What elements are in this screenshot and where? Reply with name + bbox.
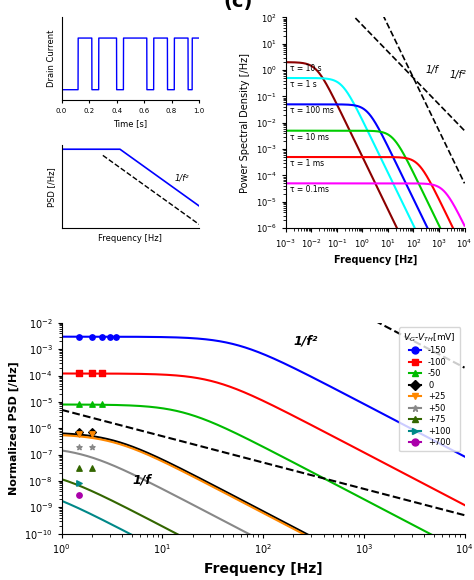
Text: τ = 10 s: τ = 10 s (291, 64, 322, 73)
X-axis label: Time [s]: Time [s] (113, 119, 147, 128)
Text: τ = 1 s: τ = 1 s (291, 80, 317, 89)
Point (88, 332, 96, 341)
Text: 1/f: 1/f (426, 64, 438, 75)
Point (88, 369, 96, 378)
Point (113, 332, 120, 341)
Y-axis label: Drain Current: Drain Current (47, 30, 56, 88)
Text: 1/f: 1/f (132, 473, 151, 487)
Text: (c): (c) (223, 0, 253, 11)
Point (75, 429, 83, 438)
Point (75, 464, 83, 473)
Text: τ = 1 ms: τ = 1 ms (291, 159, 325, 168)
Point (106, 332, 113, 341)
Point (98, 332, 106, 341)
Point (75, 479, 83, 488)
X-axis label: Frequency [Hz]: Frequency [Hz] (99, 234, 162, 242)
Point (98, 369, 106, 378)
Point (98, 400, 106, 409)
Text: τ = 10 ms: τ = 10 ms (291, 133, 329, 142)
Text: 1/f²: 1/f² (449, 70, 466, 80)
Text: τ = 0.1ms: τ = 0.1ms (291, 185, 329, 194)
Point (75, 490, 83, 499)
Point (75, 369, 83, 378)
Point (75, 332, 83, 341)
Point (75, 427, 83, 437)
Point (88, 464, 96, 473)
Point (88, 429, 96, 438)
Y-axis label: PSD [/Hz]: PSD [/Hz] (47, 167, 56, 206)
Y-axis label: Power Spectral Density [/Hz]: Power Spectral Density [/Hz] (240, 53, 250, 193)
Point (75, 442, 83, 451)
Point (88, 442, 96, 451)
Text: 1/f²: 1/f² (293, 335, 318, 347)
Point (75, 400, 83, 409)
Text: τ = 100 ms: τ = 100 ms (291, 106, 334, 115)
Y-axis label: Normalized PSD [/Hz]: Normalized PSD [/Hz] (9, 361, 18, 495)
Legend: -150, -100, -50, 0, +25, +50, +75, +100, +700: -150, -100, -50, 0, +25, +50, +75, +100,… (399, 327, 460, 451)
Point (88, 427, 96, 437)
X-axis label: Frequency [Hz]: Frequency [Hz] (204, 562, 322, 576)
Point (88, 400, 96, 409)
Text: 1/f²: 1/f² (175, 173, 190, 182)
X-axis label: Frequency [Hz]: Frequency [Hz] (334, 255, 417, 265)
